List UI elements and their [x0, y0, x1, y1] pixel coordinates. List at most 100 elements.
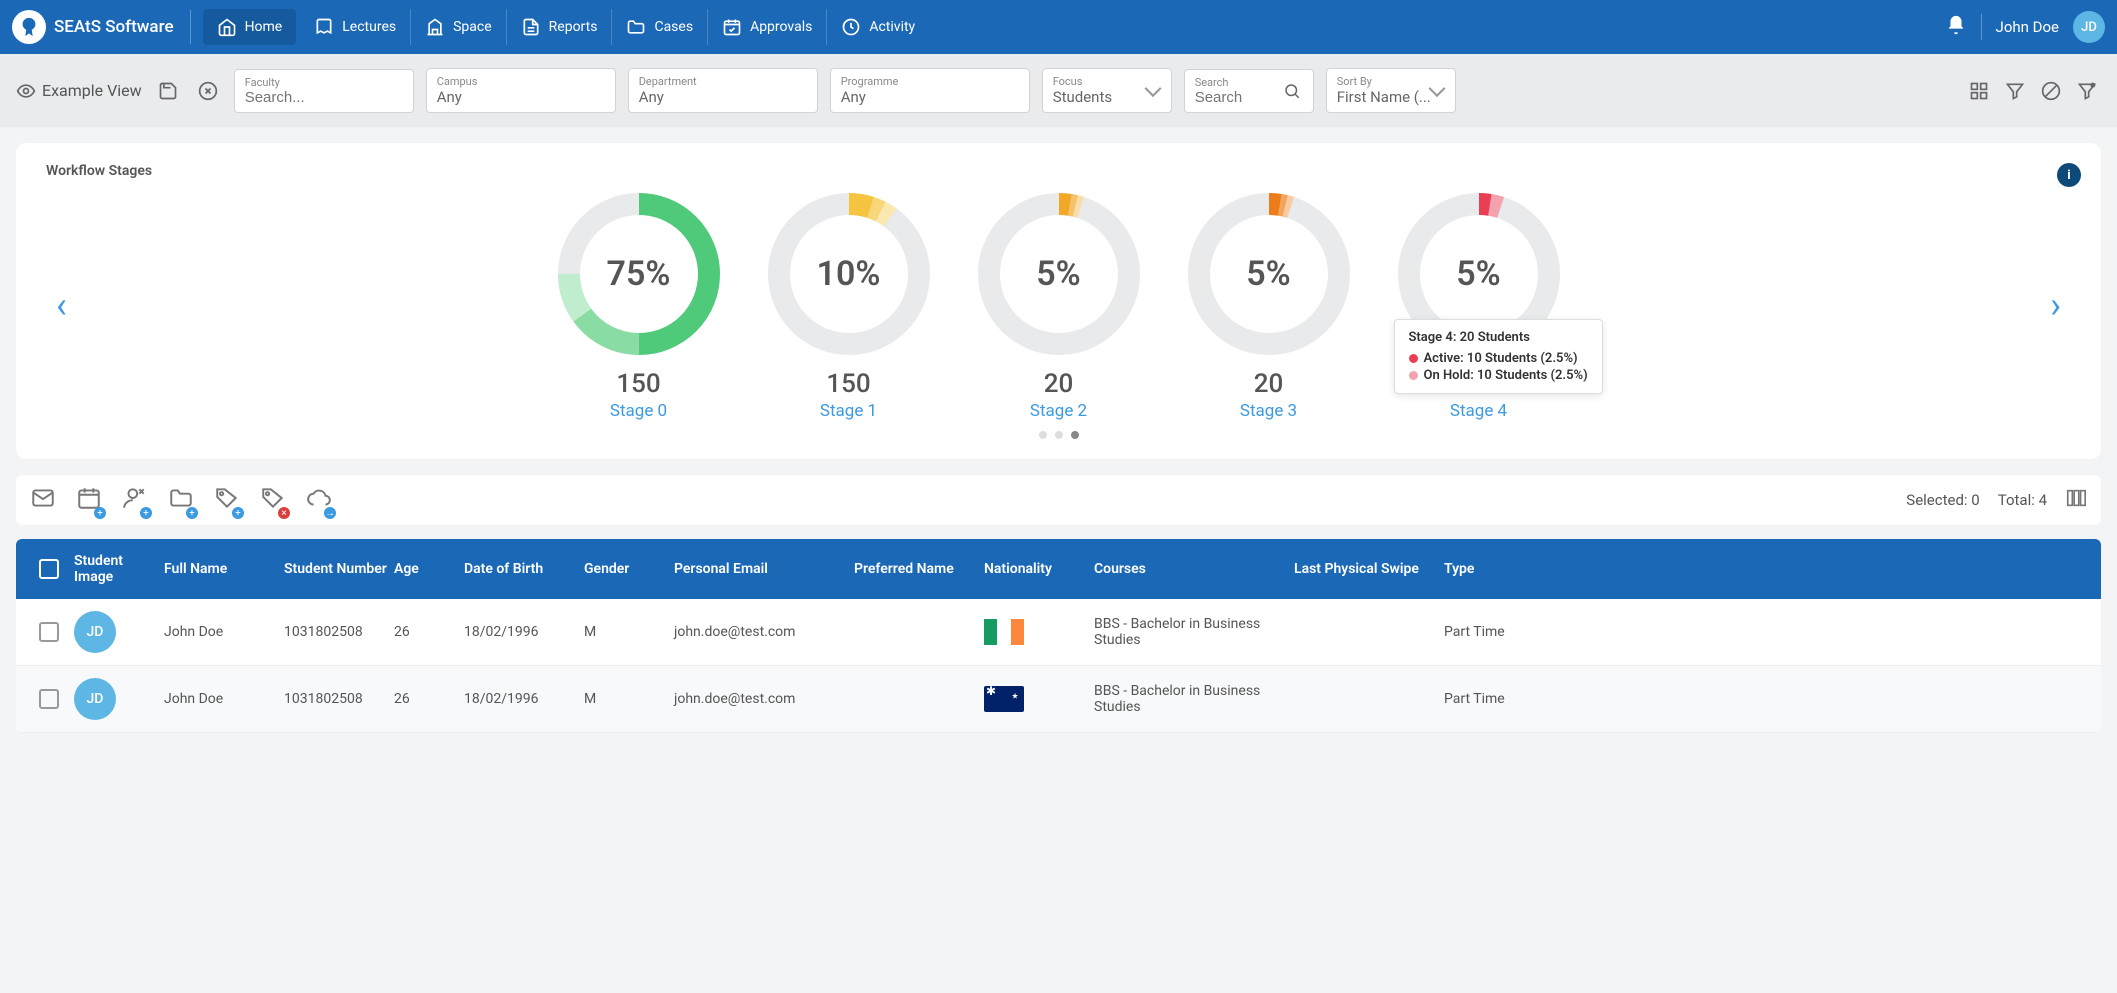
nav-home[interactable]: Home	[203, 9, 297, 45]
column-header[interactable]: Last Physical Swipe	[1294, 561, 1444, 577]
email-icon[interactable]	[30, 485, 56, 515]
table-row[interactable]: JD John Doe 1031802508 26 18/02/1996 M j…	[16, 599, 2101, 666]
tag-add-icon[interactable]: +	[214, 485, 240, 515]
column-header[interactable]: Date of Birth	[464, 561, 584, 577]
cell-course: BBS - Bachelor in Business Studies	[1094, 683, 1294, 715]
campus-filter[interactable]: Campus Any	[426, 68, 616, 113]
donut-percent: 5%	[974, 189, 1144, 359]
clear-view-icon[interactable]	[194, 77, 222, 105]
column-header[interactable]: Personal Email	[674, 561, 854, 577]
pager-dot[interactable]	[1055, 431, 1063, 439]
logo-text: SEAtS Software	[54, 17, 174, 37]
user-add-icon[interactable]: +	[122, 485, 148, 515]
prev-chevron-icon[interactable]: ‹	[46, 274, 77, 336]
cell-email: john.doe@test.com	[674, 691, 854, 707]
filter-bar: Example View Faculty Campus Any Departme…	[0, 54, 2117, 127]
sort-filter[interactable]: Sort By First Name (...	[1326, 68, 1456, 113]
nav-space[interactable]: Space	[411, 9, 507, 45]
user-name[interactable]: John Doe	[1996, 18, 2059, 36]
stage-label[interactable]: Stage 2	[1030, 401, 1087, 421]
nav-activity[interactable]: Activity	[827, 9, 929, 45]
nav-approvals[interactable]: Approvals	[708, 9, 827, 45]
programme-filter[interactable]: Programme Any	[830, 68, 1030, 113]
no-filter-icon[interactable]	[2037, 77, 2065, 105]
cell-nationality	[984, 619, 1094, 645]
campus-label: Campus	[437, 75, 605, 88]
stage-label[interactable]: Stage 1	[820, 401, 877, 421]
department-filter[interactable]: Department Any	[628, 68, 818, 113]
sort-label: Sort By	[1337, 75, 1445, 88]
stage-count: 20	[1044, 369, 1074, 399]
students-table: Student ImageFull NameStudent NumberAgeD…	[16, 539, 2101, 733]
stage-count: 150	[616, 369, 660, 399]
folder-add-icon[interactable]: +	[168, 485, 194, 515]
row-checkbox[interactable]	[39, 622, 59, 642]
faculty-input[interactable]	[245, 89, 403, 106]
faculty-label: Faculty	[245, 76, 403, 89]
department-value: Any	[639, 88, 807, 106]
faculty-filter[interactable]: Faculty	[234, 69, 414, 113]
total-count: Total: 4	[1998, 491, 2047, 509]
notifications-icon[interactable]	[1945, 14, 1982, 40]
nav-reports[interactable]: Reports	[507, 9, 613, 45]
focus-label: Focus	[1053, 75, 1161, 88]
next-chevron-icon[interactable]: ›	[2040, 274, 2071, 336]
column-header[interactable]: Full Name	[164, 561, 284, 577]
student-avatar: JD	[74, 678, 116, 720]
column-header[interactable]: Student Image	[74, 553, 164, 585]
nav-cases[interactable]: Cases	[612, 9, 708, 45]
stage-0[interactable]: 75% 150 Stage 0	[554, 189, 724, 421]
grid-view-icon[interactable]	[1965, 77, 1993, 105]
select-all-checkbox[interactable]	[39, 559, 59, 579]
flag-ireland-icon	[984, 619, 1024, 645]
cloud-export-icon[interactable]: →	[306, 485, 332, 515]
info-icon[interactable]: i	[2057, 163, 2081, 187]
user-avatar[interactable]: JD	[2073, 11, 2105, 43]
donut-percent: 10%	[764, 189, 934, 359]
cell-age: 26	[394, 624, 464, 640]
donut-percent: 75%	[554, 189, 724, 359]
table-row[interactable]: JD John Doe 1031802508 26 18/02/1996 M j…	[16, 666, 2101, 733]
stage-label[interactable]: Stage 4	[1450, 401, 1507, 421]
stage-1[interactable]: 10% 150 Stage 1	[764, 189, 934, 421]
donut-chart: 5%	[1184, 189, 1354, 359]
toolbar-stats: Selected: 0 Total: 4	[1906, 487, 2087, 513]
logo[interactable]: SEAtS Software	[12, 10, 191, 44]
flag-australia-icon	[984, 686, 1024, 712]
stage-label[interactable]: Stage 3	[1240, 401, 1297, 421]
pager-dot[interactable]	[1071, 431, 1079, 439]
programme-label: Programme	[841, 75, 1019, 88]
column-header[interactable]: Preferred Name	[854, 561, 984, 577]
column-header[interactable]: Courses	[1094, 561, 1294, 577]
column-header[interactable]: Age	[394, 561, 464, 577]
nav-lectures[interactable]: Lectures	[300, 9, 411, 45]
stage-2[interactable]: 5% 20 Stage 2	[974, 189, 1144, 421]
search-filter[interactable]: Search	[1184, 69, 1314, 113]
tag-remove-icon[interactable]: ×	[260, 485, 286, 515]
calendar-add-icon[interactable]: +	[76, 485, 102, 515]
stage-tooltip: Stage 4: 20 StudentsActive: 10 Students …	[1394, 319, 1603, 394]
top-header: SEAtS Software HomeLecturesSpaceReportsC…	[0, 0, 2117, 54]
logo-icon	[12, 10, 46, 44]
column-header[interactable]: Nationality	[984, 561, 1094, 577]
cell-number: 1031802508	[284, 624, 394, 640]
workflow-title: Workflow Stages	[46, 163, 2071, 179]
column-header[interactable]: Type	[1444, 561, 1524, 577]
row-checkbox[interactable]	[39, 689, 59, 709]
column-header[interactable]: Gender	[584, 561, 674, 577]
cell-type: Part Time	[1444, 624, 1524, 640]
save-view-icon[interactable]	[154, 77, 182, 105]
pager-dot[interactable]	[1039, 431, 1047, 439]
filter-settings-icon[interactable]	[2073, 77, 2101, 105]
filter-icon[interactable]	[2001, 77, 2029, 105]
sort-value: First Name (...	[1337, 88, 1445, 106]
stage-4[interactable]: 5% 20 Stage 4Stage 4: 20 StudentsActive:…	[1394, 189, 1564, 421]
stage-3[interactable]: 5% 20 Stage 3	[1184, 189, 1354, 421]
stage-label[interactable]: Stage 0	[610, 401, 667, 421]
column-header[interactable]: Student Number	[284, 561, 394, 577]
columns-icon[interactable]	[2065, 487, 2087, 513]
focus-filter[interactable]: Focus Students	[1042, 68, 1172, 113]
stage-count: 150	[826, 369, 870, 399]
cell-type: Part Time	[1444, 691, 1524, 707]
focus-value: Students	[1053, 88, 1161, 106]
